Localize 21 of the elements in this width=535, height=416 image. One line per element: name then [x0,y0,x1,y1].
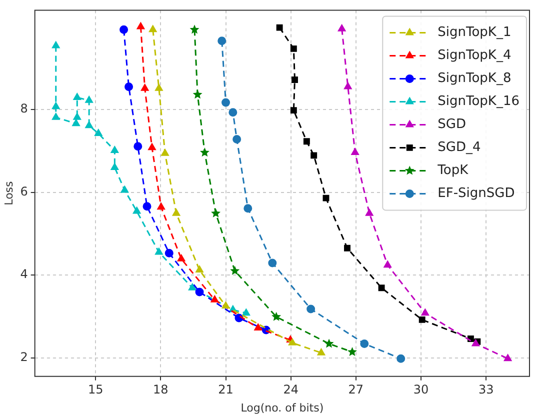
x-tick-label: 33 [478,382,494,397]
x-tick-label: 15 [88,382,104,397]
y-axis-title: Loss [2,180,16,206]
y-tick-label: 2 [20,350,28,364]
legend-label: SignTopK_16 [438,94,520,110]
x-tick-label: 21 [218,382,234,397]
x-axis-title: Log(no. of bits) [240,401,324,414]
x-tick-label: 18 [153,382,168,397]
legend-label: SGD [438,117,466,132]
x-tick-label: 27 [348,382,364,397]
legend-label: SignTopK_1 [438,25,512,40]
x-tick-label: 24 [283,382,298,397]
y-tick-label: 6 [20,184,28,198]
legend-label: EF-SignSGD [438,186,515,202]
legend-label: TopK [436,163,469,178]
legend-label: SGD_4 [438,140,481,156]
legend-label: SignTopK_4 [438,48,512,64]
x-tick-label: 30 [413,382,429,397]
legend-label: SignTopK_8 [438,71,512,86]
y-tick-label: 4 [20,267,28,282]
y-tick-label: 8 [20,102,28,116]
